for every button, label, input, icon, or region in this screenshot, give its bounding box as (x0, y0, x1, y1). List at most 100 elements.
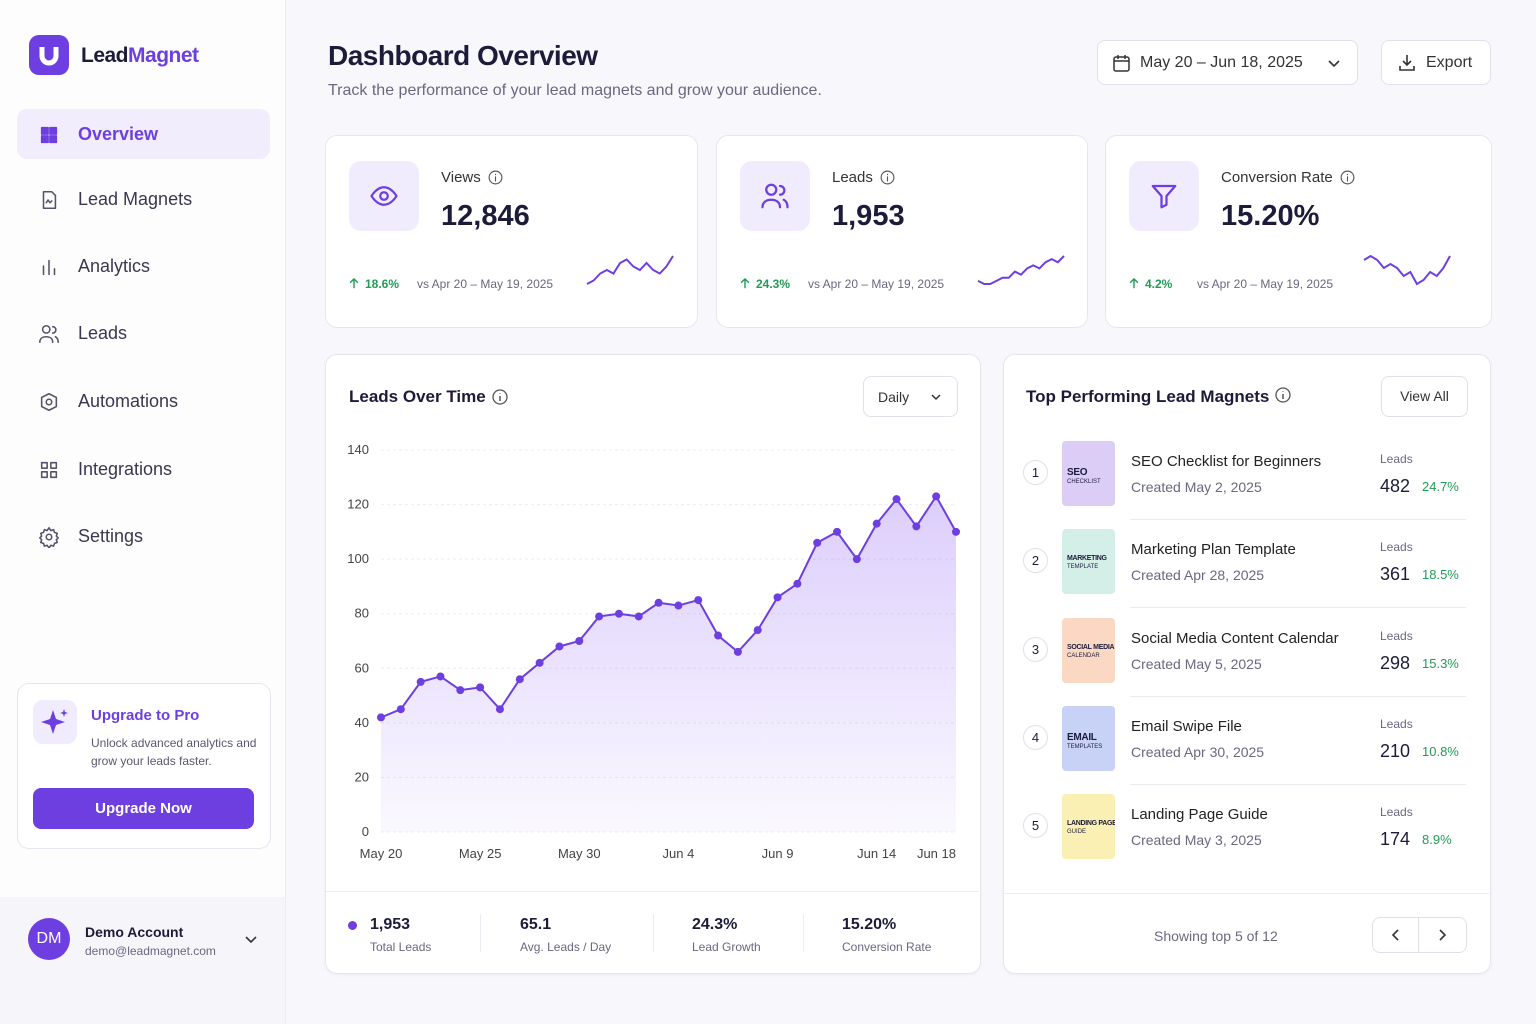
rank: 1 (1023, 460, 1048, 485)
kpi-value: 15.20% (1221, 200, 1320, 232)
point (952, 527, 960, 536)
kpi-label: Leads (832, 169, 873, 186)
row-divider (1130, 783, 1466, 785)
item-created: Created Apr 28, 2025 (1131, 567, 1265, 584)
kpi-label: Views (441, 169, 481, 186)
point (793, 579, 802, 588)
info-icon (492, 389, 508, 405)
sidebar (0, 0, 286, 1024)
sparkline-line (977, 255, 1065, 285)
period-select[interactable]: Daily (863, 376, 958, 417)
item-created: Created May 2, 2025 (1131, 479, 1262, 495)
up-arrow (1129, 278, 1139, 289)
info-icon-shape (880, 170, 895, 185)
nav-item[interactable]: Analytics (78, 256, 151, 276)
line-chart: 0 20 40 60 80 100 120 140 May 20 May 25 May 30 Jun … (347, 442, 960, 861)
point (892, 495, 901, 504)
nav-item[interactable]: Lead Magnets (78, 189, 193, 209)
kpi-icon (761, 183, 789, 209)
info-icon (1340, 170, 1355, 185)
leads-label: Leads (1380, 452, 1413, 466)
stat-label: Lead Growth (692, 940, 761, 954)
export-button[interactable]: Export (1381, 40, 1491, 85)
nav-icon (40, 461, 58, 479)
thumbnail: LANDING PAGE GUIDE (1062, 794, 1115, 860)
account-area (0, 897, 285, 1024)
point (614, 609, 623, 618)
thumb-line: TEMPLATES (1067, 743, 1103, 750)
item-title: Landing Page Guide (1131, 806, 1268, 824)
item-growth: 18.5% (1422, 567, 1459, 583)
next-button[interactable] (1418, 917, 1467, 953)
prev-button[interactable] (1372, 917, 1420, 953)
thumb-line: CHECKLIST (1067, 479, 1101, 485)
chevron (931, 394, 941, 401)
kpi-label: Conversion Rate (1221, 169, 1333, 186)
nav-item[interactable]: Overview (78, 124, 159, 144)
kpi-icon-box (349, 161, 419, 231)
row-divider (1130, 607, 1466, 609)
info-icon (880, 170, 895, 185)
kpi-change: 24.3% (756, 277, 791, 291)
info-icon (1275, 387, 1291, 403)
kpi-value: 12,846 (441, 200, 530, 232)
point (515, 675, 524, 684)
leads-label: Leads (1380, 540, 1413, 555)
point (872, 519, 881, 528)
export-label: Export (1426, 54, 1473, 71)
period-label: Daily (878, 389, 910, 405)
sparkline-line (1363, 254, 1451, 286)
nav-item[interactable]: Automations (78, 391, 179, 411)
thumbnail: SOCIAL MEDIA CALENDAR (1062, 617, 1115, 683)
point (833, 527, 842, 536)
point (932, 492, 941, 501)
upgrade-icon (33, 700, 77, 744)
point (476, 683, 485, 692)
thumbnail: SEO CHECKLIST (1062, 441, 1115, 506)
area (381, 496, 956, 832)
rank: 4 (1023, 724, 1048, 750)
stat-value: 24.3% (692, 916, 738, 933)
point (634, 612, 643, 621)
kpi-change: 4.2% (1145, 277, 1173, 291)
point (694, 596, 703, 605)
thumb-line: EMAIL (1067, 731, 1097, 743)
upgrade-button[interactable]: Upgrade Now (33, 788, 254, 829)
view-all-button[interactable]: View All (1381, 376, 1468, 417)
point (595, 612, 604, 621)
upgrade-title: Upgrade to Pro (91, 707, 200, 724)
account-email: demo@leadmagnet.com (85, 944, 216, 958)
point (416, 677, 425, 686)
nav-icon-shape (40, 392, 58, 412)
brand-lead: Lead (81, 44, 129, 67)
point (852, 555, 861, 564)
stat-divider (803, 914, 804, 952)
brand-magnet: Magnet (128, 44, 199, 67)
nav-item[interactable]: Settings (78, 526, 144, 546)
x-tick-label: Jun 14 (857, 846, 896, 861)
nav-item[interactable]: Integrations (78, 459, 173, 479)
point (654, 598, 663, 607)
thumb-line: GUIDE (1067, 829, 1087, 836)
info-icon (488, 170, 503, 185)
item-title: SEO Checklist for Beginners (1131, 453, 1322, 470)
thumb-line: SOCIAL MEDIA (1067, 643, 1115, 651)
y-tick-label: 80 (355, 606, 369, 621)
point (436, 672, 445, 681)
leads-label: Leads (1380, 628, 1413, 643)
point (456, 686, 465, 695)
nav-item[interactable]: Leads (78, 323, 128, 343)
kpi-change: 18.6% (365, 277, 400, 291)
item-leads: 298 (1380, 652, 1411, 673)
sparkline (586, 255, 674, 285)
nav-icon-shape (40, 126, 58, 144)
kpi-value: 1,953 (832, 200, 905, 232)
stat-value: 65.1 (520, 916, 552, 933)
chart-divider (326, 891, 979, 892)
date-picker[interactable]: May 20 – Jun 18, 2025 (1097, 40, 1358, 85)
logo-icon (29, 35, 69, 75)
x-tick-label: May 25 (459, 846, 502, 861)
account-chevron[interactable] (243, 931, 259, 947)
thumb-line: TEMPLATE (1067, 564, 1099, 571)
prev-icon (1391, 929, 1399, 941)
